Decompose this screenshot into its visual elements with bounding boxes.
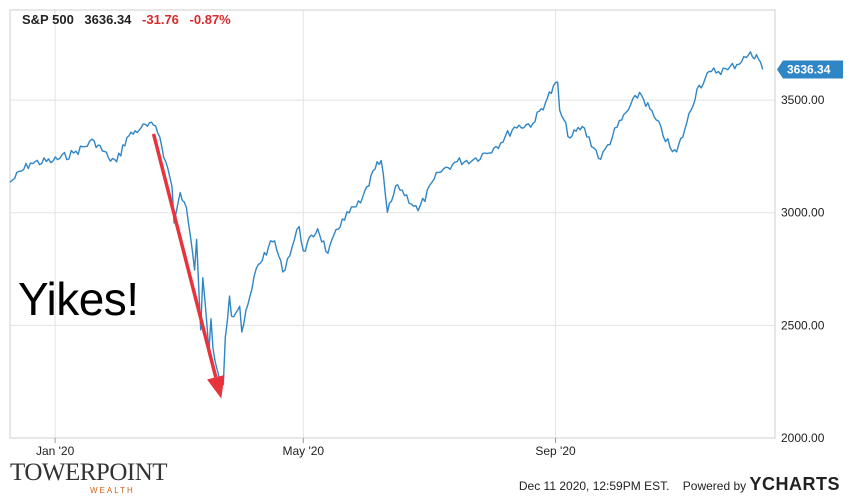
- change-percent: -0.87%: [189, 12, 231, 27]
- arrow-head: [207, 375, 225, 399]
- x-tick-label: Sep '20: [535, 444, 576, 458]
- last-value-badge: 3636.34: [777, 60, 843, 79]
- quote-header: S&P 500 3636.34 -31.76 -0.87%: [22, 12, 238, 27]
- y-tick-label: 3500.00: [781, 93, 825, 107]
- ycharts-logo[interactable]: YCHARTS: [749, 474, 840, 494]
- x-axis: Jan '20 May '20 Sep '20: [36, 438, 576, 458]
- powered-by-label: Powered by: [682, 479, 747, 493]
- x-tick-label: May '20: [282, 444, 324, 458]
- y-tick-label: 2500.00: [781, 318, 825, 332]
- annotation-text: Yikes!: [18, 273, 139, 325]
- logo-subtext: WEALTH: [90, 486, 135, 495]
- plot-border: [9, 9, 776, 439]
- y-tick-label: 2000.00: [781, 431, 825, 445]
- towerpoint-logo: TOWERPOINT WEALTH: [10, 459, 168, 495]
- price-value: 3636.34: [84, 12, 132, 27]
- price-series-line: [9, 51, 764, 386]
- symbol-label: S&P 500: [22, 12, 74, 27]
- x-tick-label: Jan '20: [36, 444, 75, 458]
- y-tick-label: 3000.00: [781, 206, 825, 220]
- arrow-shaft: [151, 133, 218, 378]
- logo-wordmark: TOWERPOINT: [10, 459, 168, 486]
- gridlines: [10, 10, 775, 439]
- y-axis: 2000.00 2500.00 3000.00 3500.00: [781, 93, 825, 445]
- drop-arrow: [151, 133, 225, 399]
- last-value-label: 3636.34: [787, 62, 831, 76]
- attribution: Dec 11 2020, 12:59PM EST. Powered by YCH…: [519, 474, 840, 495]
- change-value: -31.76: [142, 12, 179, 27]
- timestamp: Dec 11 2020, 12:59PM EST.: [518, 479, 670, 493]
